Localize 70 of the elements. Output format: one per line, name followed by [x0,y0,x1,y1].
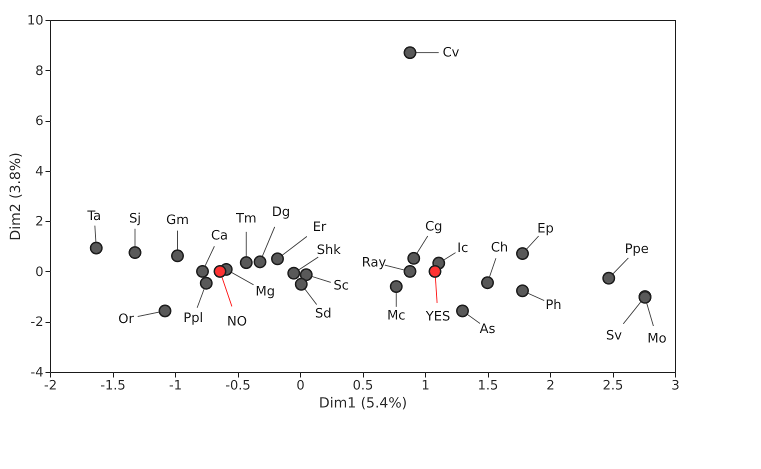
point [602,272,616,285]
point [158,304,172,318]
annotation: Mo [647,331,667,346]
annotation: Or [118,312,134,327]
point [240,256,253,270]
annotation: Sd [314,306,332,322]
x-tick-label: 3 [671,378,680,394]
annotation: Ep [537,222,554,237]
point [516,247,529,260]
point [200,276,213,290]
point [516,284,529,298]
annotation: Ppl [183,311,204,326]
y-tick-label: 6 [35,114,44,130]
annotation: Gm [166,212,189,228]
point [300,268,313,282]
annotation: Tm [234,212,257,227]
annotation: Ray [362,255,386,270]
x-tick-label: 0.5 [352,378,374,394]
point [287,266,300,280]
point [254,255,266,268]
point [456,304,469,318]
point [196,264,209,278]
annotation: Ca [210,228,228,244]
annotation: Shk [316,243,342,258]
annotation: Dg [272,204,290,220]
x-tick-label: 2.5 [602,378,624,394]
x-tick-label: -1.5 [100,378,126,394]
annotation: Ta [86,209,102,224]
point [404,264,416,278]
y-tick-label: -2 [30,315,44,330]
annotation: Ph [545,298,562,313]
x-tick-label: 1 [421,378,430,394]
point [407,252,420,265]
point [294,278,308,291]
annotation: Ppe [624,242,649,258]
y-tick-label: 2 [35,214,44,230]
point [390,280,403,293]
x-tick-label: -1 [169,378,182,394]
y-tick-label: 8 [35,64,44,79]
annotation: Ch [490,240,508,256]
point [481,276,494,290]
annotation: NO [227,314,247,330]
y-tick-label: 10 [26,14,44,28]
annotation: As [480,322,496,337]
x-tick-label: 1.5 [478,378,498,394]
x-tick-label: 2 [546,378,555,394]
y-tick-label: -4 [30,366,44,380]
y-axis-title: Dim2 (3.8%) [8,152,24,241]
annotation: Sc [334,278,349,294]
point [404,46,416,60]
annotation: Sj [129,212,141,227]
annotation: Er [312,220,327,235]
y-tick-label: 0 [35,264,44,280]
point [90,242,103,254]
annotation: Cg [425,219,442,234]
x-axis-title: Dim1 (5.4%) [318,396,408,412]
x-tick-label: -0.5 [225,378,251,394]
point [128,246,142,260]
annotation: YES [424,309,450,324]
point [271,252,284,266]
point [171,249,184,262]
x-tick-label: 0 [296,378,305,394]
annotation: Cv [442,46,460,61]
point [214,264,226,278]
annotation: Sv [606,328,622,344]
y-tick-label: 4 [35,164,44,180]
annotation: Mc [387,308,406,324]
annotation: Mg [256,284,275,300]
point [428,264,442,278]
annotation: Ic [457,241,468,256]
